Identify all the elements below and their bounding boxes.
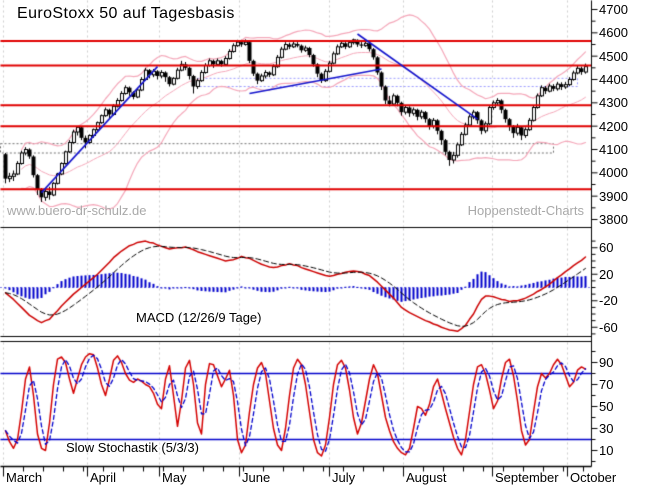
month-label: September xyxy=(495,470,559,485)
month-label: March xyxy=(6,470,43,485)
y-tick-label: 4400 xyxy=(599,72,628,87)
y-tick-label: 4700 xyxy=(599,2,628,17)
y-tick-label: -60 xyxy=(599,319,618,335)
macd-panel-label: MACD (12/26/9 Tage) xyxy=(136,310,262,325)
y-tick-label: 30 xyxy=(599,421,614,436)
stoch-panel-label: Slow Stochastik (5/3/3) xyxy=(66,440,199,455)
y-tick-label: 4300 xyxy=(599,95,628,111)
y-tick-label: 4500 xyxy=(599,48,628,64)
y-tick-label: 4200 xyxy=(599,118,628,134)
y-tick-label: 4600 xyxy=(599,25,628,41)
month-label: October xyxy=(570,470,617,485)
month-label: August xyxy=(406,470,447,485)
month-label: April xyxy=(90,470,117,485)
y-tick-label: -20 xyxy=(599,293,618,309)
month-label: July xyxy=(332,470,356,485)
y-tick-label: 70 xyxy=(599,377,614,392)
y-tick-label: 90 xyxy=(599,355,614,370)
y-tick-label: 50 xyxy=(599,399,614,414)
y-tick-label: 20 xyxy=(599,266,614,282)
month-label: June xyxy=(242,470,271,485)
y-tick-label: 60 xyxy=(599,240,614,256)
watermark-right: Hoppenstedt-Charts xyxy=(467,203,584,218)
chart-title: EuroStoxx 50 auf Tagesbasis xyxy=(17,5,235,22)
y-tick-label: 4100 xyxy=(599,142,628,157)
y-tick-label: 10 xyxy=(599,443,614,458)
watermark-left: www.buero-dr-schulz.de xyxy=(7,203,147,218)
y-tick-label: 3900 xyxy=(599,188,628,204)
month-label: May xyxy=(162,470,187,485)
y-tick-label: 3800 xyxy=(599,212,628,227)
y-tick-label: 4000 xyxy=(599,165,628,181)
